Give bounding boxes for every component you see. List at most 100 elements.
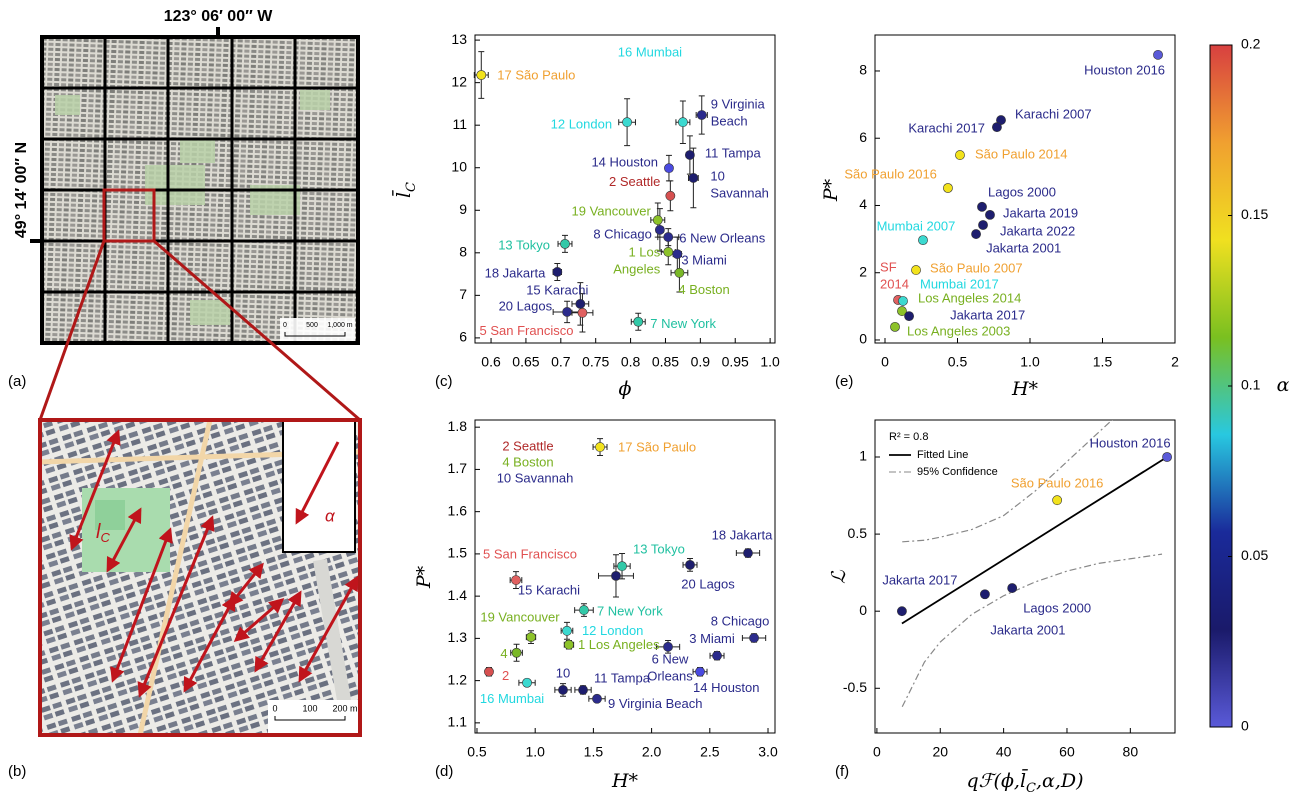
x-tick-label: 0.95	[722, 354, 749, 370]
point-label: Karachi 2007	[1015, 107, 1092, 122]
point	[689, 173, 698, 182]
point-label: Los Angeles 2003	[907, 323, 1010, 338]
y-tick-label: 1	[859, 448, 867, 464]
y-tick-label: 1.4	[448, 587, 468, 603]
colorbar-title: α	[1277, 374, 1290, 396]
point	[512, 648, 521, 657]
point-label: 7 New York	[597, 604, 663, 619]
y-tick-label: 1.3	[448, 629, 468, 645]
panel-label: (e)	[835, 373, 853, 390]
annotation: 2 Seattle	[502, 438, 553, 453]
point	[985, 210, 994, 219]
point	[955, 150, 964, 159]
x-tick-label: 1.0	[760, 354, 780, 370]
point-label: 10	[556, 665, 570, 680]
point-label: 12 London	[551, 117, 612, 132]
point	[653, 215, 662, 224]
colorbar-tick-label: 0.15	[1241, 206, 1268, 222]
point	[898, 296, 907, 305]
point-label: 14 Houston	[693, 680, 760, 695]
point-label: 1 Los Angeles	[578, 637, 660, 652]
label-part: C	[1026, 781, 1036, 796]
y-axis-label: P*	[820, 178, 842, 202]
point-label: 20 Lagos	[681, 576, 735, 591]
point-label: 2	[502, 668, 509, 683]
point	[675, 268, 684, 277]
point	[526, 633, 535, 642]
point	[664, 232, 673, 241]
point	[1162, 452, 1171, 461]
point-label: Savannah	[710, 185, 769, 200]
y-tick-label: 8	[859, 62, 867, 78]
point	[579, 605, 588, 614]
y-tick-label: 4	[859, 196, 867, 212]
point	[685, 560, 694, 569]
annotation: 10 Savannah	[497, 470, 574, 485]
x-tick-label: 1.0	[525, 744, 545, 760]
point	[890, 322, 899, 331]
point-label: Jakarta 2017	[950, 308, 1025, 323]
y-tick-label: 1.8	[448, 418, 468, 434]
y-tick-label: 1.7	[448, 460, 468, 476]
x-tick-label: 3.0	[758, 744, 778, 760]
annotation: R² = 0.8	[889, 431, 928, 443]
x-tick-label: 0.6	[481, 354, 501, 370]
x-tick-label: 2.5	[700, 744, 720, 760]
point-label: Houston 2016	[1084, 62, 1165, 77]
point	[664, 164, 673, 173]
point	[666, 191, 675, 200]
x-tick-label: 1.0	[1020, 354, 1040, 370]
y-tick-label: -0.5	[843, 679, 867, 695]
point	[663, 642, 672, 651]
point-label: Beach	[711, 113, 748, 128]
y-tick-label: 0	[859, 331, 867, 347]
point-label: 13 Tokyo	[498, 237, 550, 252]
point	[1053, 496, 1062, 505]
point-label: Houston 2016	[1090, 435, 1171, 450]
point-label: 17 São Paulo	[618, 439, 696, 454]
point-label: 12 London	[582, 623, 643, 638]
point	[978, 220, 987, 229]
point	[578, 685, 587, 694]
point	[977, 202, 986, 211]
point	[595, 442, 604, 451]
point-label: Jakarta 2001	[990, 623, 1065, 638]
point-label: Lagos 2000	[988, 184, 1056, 199]
scale-label: 500	[306, 322, 318, 329]
point	[553, 267, 562, 276]
point-label: 16 Mumbai	[618, 45, 682, 60]
point-label: Orleans	[647, 668, 693, 683]
scale-label: 100	[302, 703, 317, 713]
colorbar-tick-label: 0.05	[1241, 547, 1268, 563]
x-tick-label: 0	[881, 354, 889, 370]
panel-label: (f)	[835, 763, 849, 780]
point-label: 8 Chicago	[711, 613, 770, 628]
point-label: 5 San Francisco	[480, 323, 574, 338]
x-axis-label: qℱ(ϕ,l̄C,α,D)	[966, 768, 1083, 796]
point	[484, 667, 493, 676]
point	[576, 299, 585, 308]
y-axis-label: l̄C	[391, 182, 419, 198]
point	[592, 694, 601, 703]
point	[992, 123, 1001, 132]
point	[655, 225, 664, 234]
point-label: 6 New Orleans	[679, 231, 765, 246]
point	[522, 678, 531, 687]
x-tick-label: 60	[1059, 744, 1075, 760]
point	[918, 236, 927, 245]
point-label: São Paulo 2014	[975, 146, 1068, 161]
point-label: Jakarta 2022	[1000, 223, 1075, 238]
point-label: 4	[500, 646, 507, 661]
point	[562, 626, 571, 635]
point	[897, 607, 906, 616]
panel-label: (c)	[435, 373, 453, 390]
point-label: SF	[880, 259, 897, 274]
point-label: Karachi 2017	[908, 121, 985, 136]
y-axis-label: P*	[413, 565, 435, 589]
x-tick-label: 0.5	[948, 354, 968, 370]
point	[562, 307, 571, 316]
point-label: 18 Jakarta	[712, 527, 773, 542]
point-label: Mumbai 2007	[877, 219, 956, 234]
point	[980, 590, 989, 599]
point	[685, 150, 694, 159]
